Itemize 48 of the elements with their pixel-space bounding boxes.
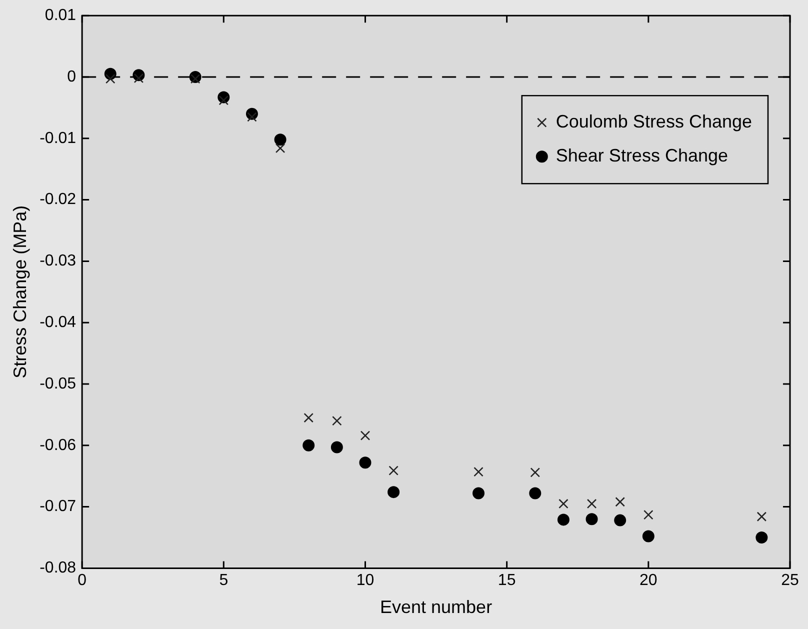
point [472, 487, 485, 500]
y-axis-title: Stress Change (MPa) [10, 205, 30, 378]
point [644, 510, 654, 520]
point [474, 466, 484, 477]
point [134, 73, 144, 84]
y-tick-label: 0 [67, 68, 76, 86]
x-tick-label: 10 [356, 572, 374, 590]
point [190, 74, 200, 84]
y-tick-label: -0.02 [40, 191, 76, 208]
x-axis-title: Event number [380, 597, 492, 618]
y-tick-label: -0.03 [40, 252, 76, 270]
point [218, 95, 229, 106]
point [247, 112, 257, 122]
point [756, 532, 768, 544]
point [359, 456, 372, 469]
point [756, 512, 767, 522]
point [388, 486, 400, 498]
y-tick-label: -0.07 [40, 498, 76, 516]
y-tick-label: -0.08 [40, 560, 76, 577]
point [275, 143, 286, 154]
point [586, 513, 598, 526]
y-tick-label: 0.01 [44, 7, 76, 24]
point [529, 487, 542, 500]
point [642, 530, 654, 542]
point [557, 514, 570, 526]
point [105, 74, 116, 84]
point [304, 412, 314, 423]
x-tick-label: 25 [781, 572, 799, 590]
legend-label: Coulomb Stress Change [556, 112, 752, 132]
x-tick-label: 5 [219, 572, 228, 590]
y-tick-label: -0.05 [40, 375, 76, 392]
y-tick-label: -0.04 [40, 314, 76, 332]
x-tick-label: 15 [498, 572, 516, 590]
legend-label: Shear Stress Change [556, 146, 728, 166]
y-tick-label: -0.06 [40, 436, 76, 454]
x-tick-label: 20 [640, 572, 658, 590]
point [330, 441, 343, 454]
point [388, 466, 398, 476]
point [558, 498, 568, 509]
point [274, 134, 286, 146]
point [586, 498, 597, 509]
point [614, 514, 626, 526]
point [530, 468, 540, 478]
point [360, 430, 370, 440]
point [615, 496, 625, 507]
point [302, 439, 315, 452]
point [332, 416, 342, 426]
y-tick-label: -0.01 [40, 130, 76, 147]
